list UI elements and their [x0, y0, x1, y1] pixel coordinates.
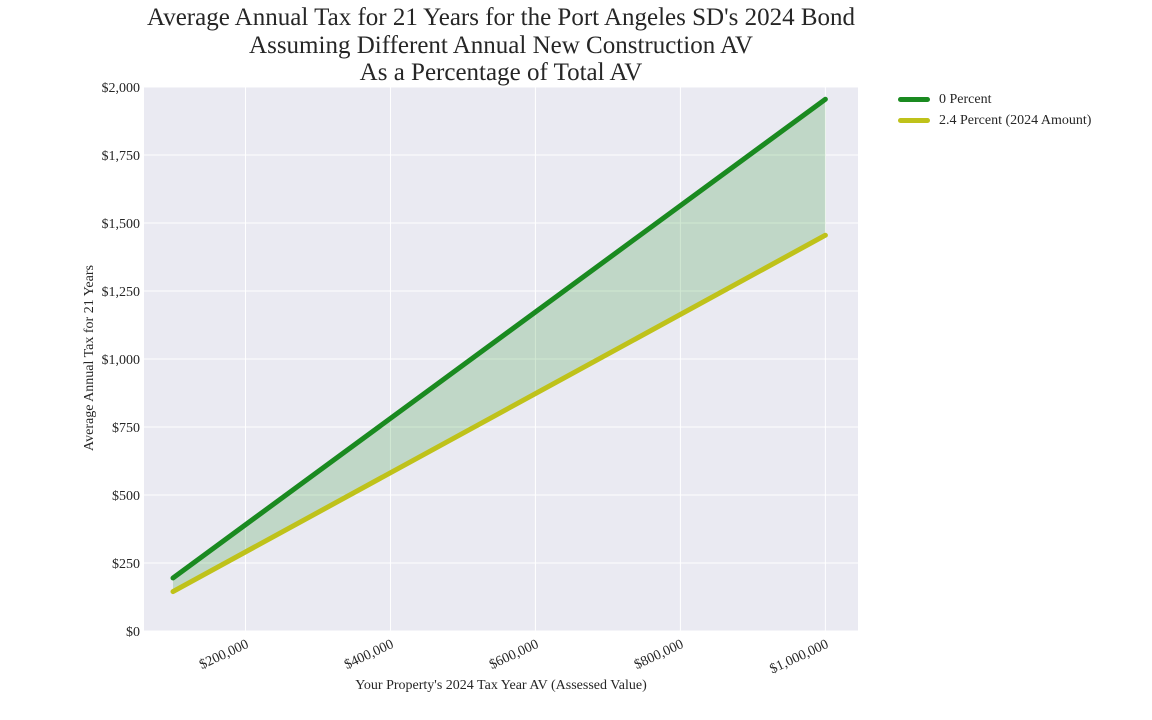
legend-item-2-4-percent: 2.4 Percent (2024 Amount) — [898, 110, 1091, 131]
y-tick-label: $2,000 — [102, 81, 141, 96]
legend-item-0-percent: 0 Percent — [898, 89, 1091, 110]
y-tick-label: $750 — [112, 421, 140, 436]
fill-between-area — [172, 99, 826, 592]
series-line-1 — [170, 232, 828, 595]
x-tick-label: $800,000 — [632, 637, 686, 673]
x-tick-label: $400,000 — [342, 637, 396, 673]
grid — [144, 86, 858, 632]
x-tick-label: $1,000,000 — [768, 637, 831, 677]
legend-label: 0 Percent — [939, 91, 992, 107]
chart-title-line-1: Average Annual Tax for 21 Years for the … — [147, 4, 855, 31]
series-layer — [170, 96, 828, 595]
chart-title-line-2: Assuming Different Annual New Constructi… — [249, 32, 753, 59]
legend-swatch-green — [898, 97, 930, 102]
series-line-0 — [170, 96, 828, 581]
y-tick-label: $0 — [126, 625, 140, 640]
x-axis-label: Your Property's 2024 Tax Year AV (Assess… — [355, 678, 647, 693]
x-tick-label: $200,000 — [197, 637, 251, 673]
chart-title-line-3: As a Percentage of Total AV — [359, 59, 643, 86]
legend-swatch-yellow — [898, 118, 930, 123]
x-tick-label: $600,000 — [487, 637, 541, 673]
y-tick-label: $1,750 — [102, 149, 141, 164]
legend-label: 2.4 Percent (2024 Amount) — [939, 112, 1092, 128]
y-tick-label: $250 — [112, 557, 140, 572]
legend: 0 Percent 2.4 Percent (2024 Amount) — [898, 89, 1091, 131]
y-tick-label: $500 — [112, 489, 140, 504]
y-tick-label: $1,250 — [102, 285, 141, 300]
y-axis-label: Average Annual Tax for 21 Years — [82, 265, 97, 451]
x-axis-ticks: $200,000 $400,000 $600,000 $800,000 $1,000,0… — [197, 637, 831, 677]
y-tick-label: $1,000 — [102, 353, 141, 368]
y-tick-label: $1,500 — [102, 217, 141, 232]
y-axis-ticks: $0 $250 $500 $750 $1,000 $1,250 $1,500 $1,750 $2… — [102, 81, 141, 640]
